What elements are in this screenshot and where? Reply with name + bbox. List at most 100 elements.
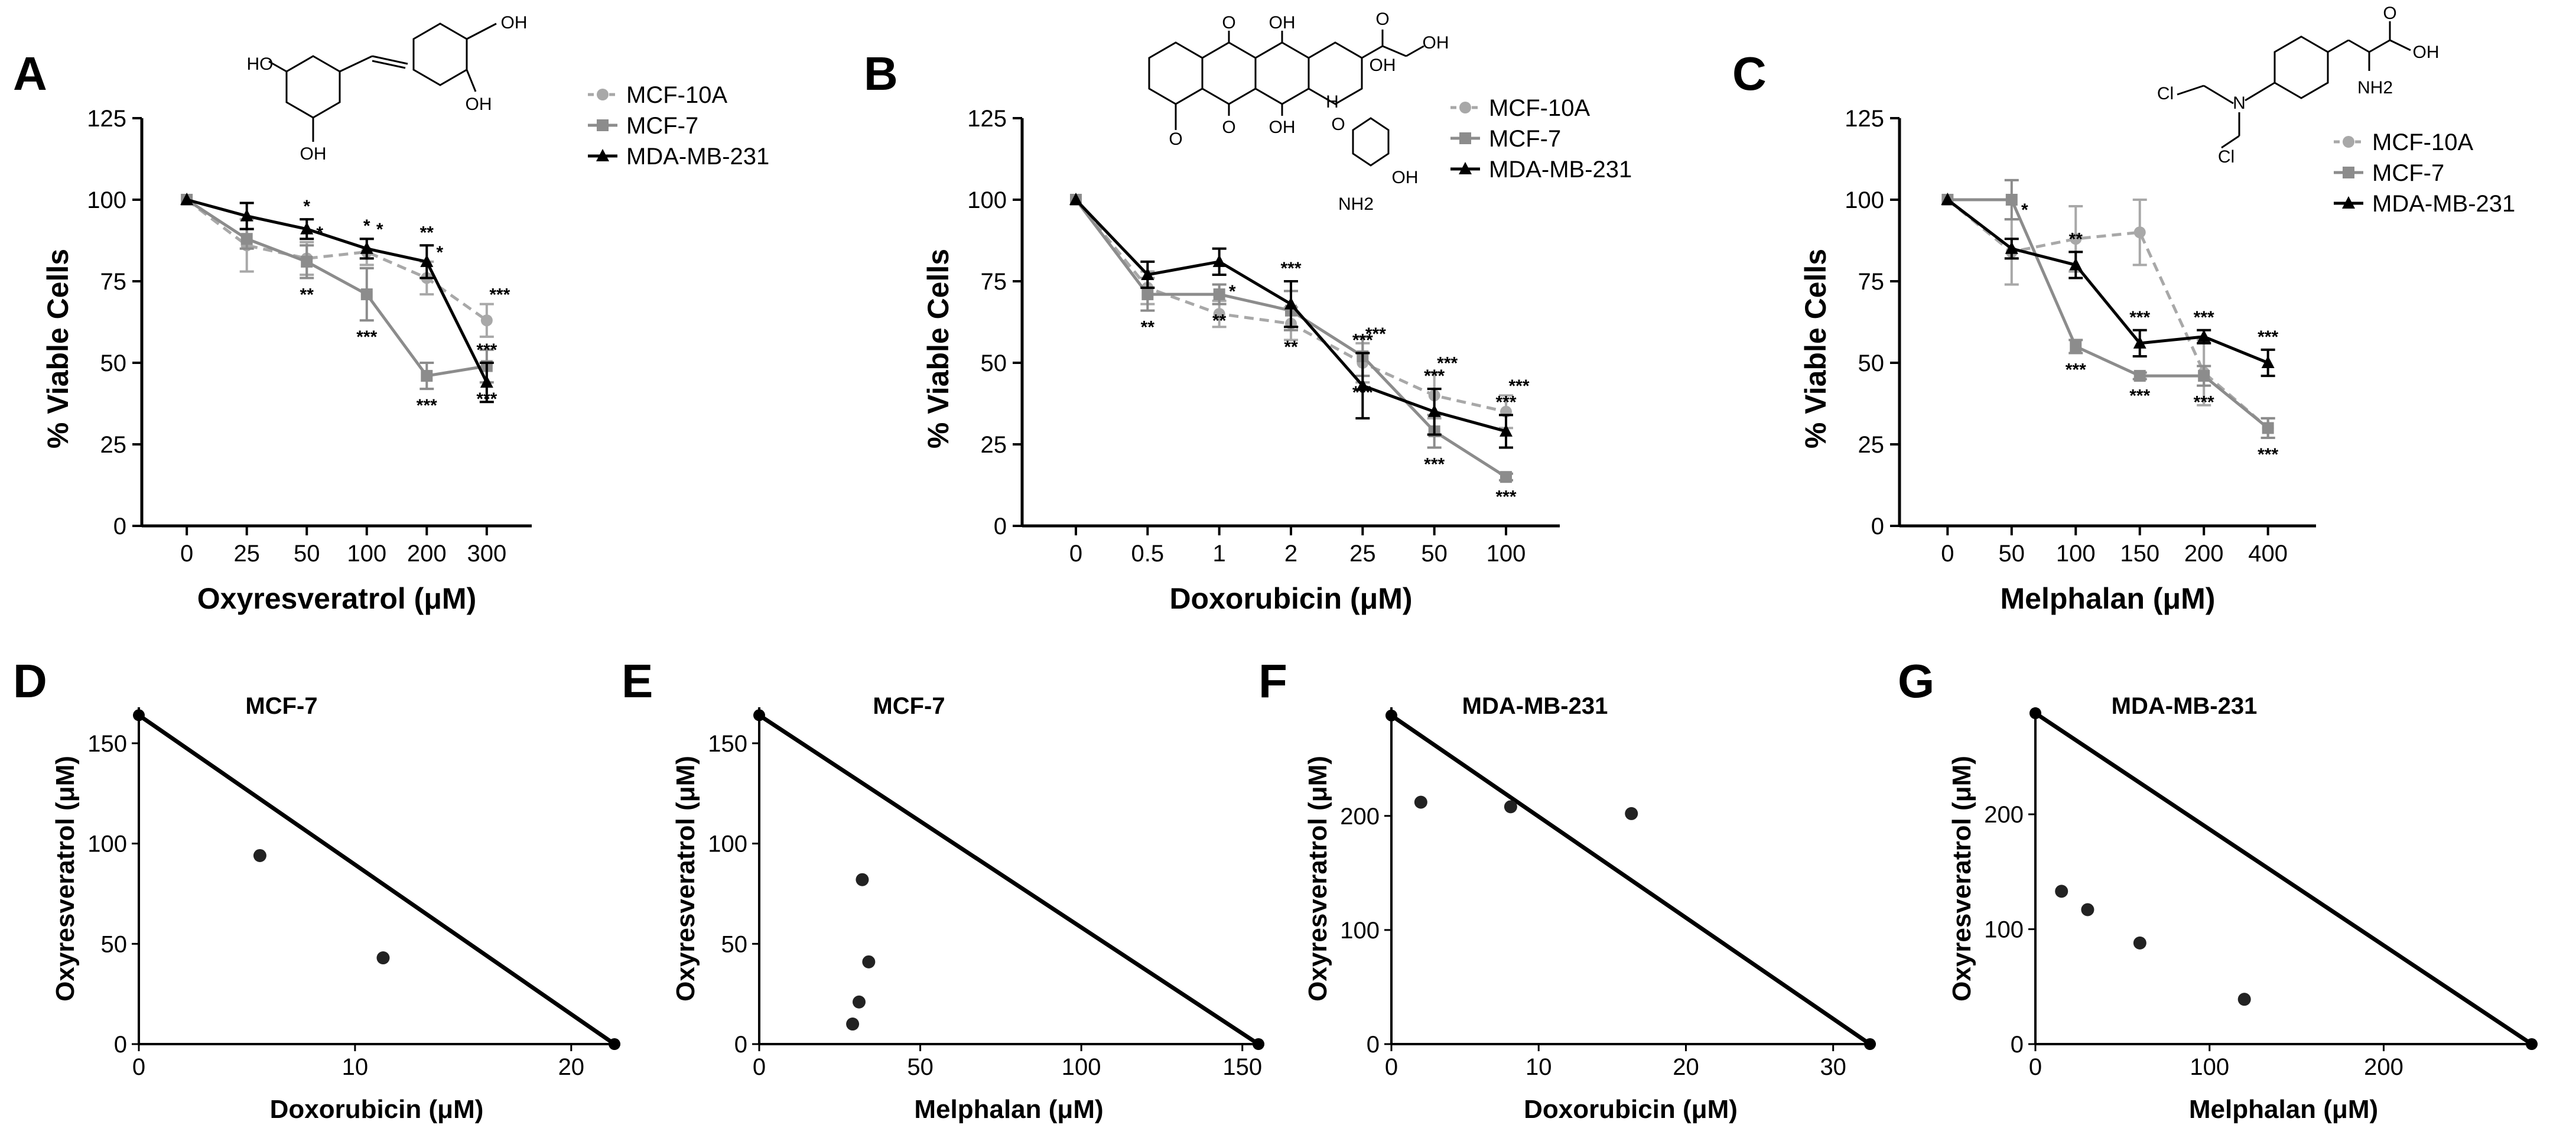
data-point [1356, 378, 1370, 391]
x-tick-label: 400 [2248, 541, 2288, 567]
y-tick-label: 50 [100, 350, 127, 376]
chem-label-c-2: OH [2413, 43, 2440, 62]
legend-marker [2343, 136, 2354, 148]
x-tick-label: 50 [907, 1054, 934, 1080]
y-tick-label: 0 [734, 1032, 747, 1058]
chart-c: 0 25 50 75 100 125 0 50 100 150 200 400 Melphalan (μ… [1799, 106, 2515, 615]
y-tick-label: 50 [1858, 350, 1885, 376]
x-tick-label: 0 [1941, 541, 1954, 567]
data-point [2261, 356, 2275, 368]
chem-label-a-4: OH [501, 13, 528, 32]
isobole-endpoint [753, 709, 765, 721]
x-tick-label: 0.5 [1131, 541, 1165, 567]
data-point [1284, 297, 1297, 310]
significance-label: ** [300, 285, 314, 304]
x-axis-title: Melphalan (μM) [2189, 1095, 2378, 1124]
x-tick-label: 50 [1999, 541, 2025, 567]
isobole-line [758, 713, 1260, 1046]
x-tick-label: 0 [1069, 541, 1082, 567]
significance-label: *** [1508, 376, 1529, 396]
panel-letter-g: G [1898, 655, 1934, 707]
significance-label: ** [1284, 337, 1298, 357]
y-tick-label: 100 [1340, 918, 1380, 944]
x-tick-label: 100 [1062, 1054, 1101, 1080]
y-tick-label: 150 [87, 731, 127, 757]
data-point [301, 255, 313, 268]
plot-title: MDA-MB-231 [1462, 693, 1608, 719]
x-tick-label: 2 [1284, 541, 1297, 567]
y-tick-label: 25 [981, 432, 1007, 458]
chem-label-c-3: Cl [2157, 84, 2174, 103]
series-mcf-7: ******** ***MCF-7 [181, 113, 698, 415]
legend-marker [597, 89, 609, 100]
x-tick-label: 200 [2364, 1054, 2403, 1080]
significance-label: *** [2194, 308, 2214, 327]
data-point [2133, 370, 2146, 382]
y-tick-label: 75 [981, 269, 1007, 295]
significance-label: * [363, 216, 370, 236]
plot-title: MCF-7 [245, 693, 317, 719]
chart-a: 0 25 50 75 100 125 0 25 50 100 200 300 Oxyresveratro… [41, 82, 769, 615]
x-tick-label: 20 [558, 1054, 585, 1080]
legend-label: MCF-7 [626, 113, 698, 139]
significance-label: *** [2194, 393, 2214, 412]
significance-label: *** [2258, 327, 2278, 347]
x-axis-title: Oxyresveratrol (μM) [197, 582, 476, 615]
isobole-endpoint [609, 1038, 620, 1050]
data-point [1500, 471, 1512, 483]
x-tick-label: 100 [347, 541, 386, 567]
significance-label: * [376, 220, 383, 239]
significance-label: * [2021, 200, 2028, 220]
panel-letter-d: D [13, 655, 47, 707]
x-tick-label: 50 [1421, 541, 1448, 567]
significance-label: *** [1365, 324, 1386, 344]
panel-letter-b: B [864, 47, 898, 100]
x-tick-label: 0 [753, 1054, 766, 1080]
legend-marker [597, 119, 609, 131]
y-tick-label: 75 [100, 269, 127, 295]
x-tick-label: 300 [467, 541, 506, 567]
significance-label: *** [476, 340, 497, 360]
combination-point [856, 873, 869, 886]
significance-label: ** [420, 223, 434, 242]
x-tick-label: 200 [2184, 541, 2224, 567]
significance-label: *** [489, 285, 510, 305]
legend-label: MDA-MB-231 [2372, 191, 2515, 217]
x-axis-title: Doxorubicin (μM) [1169, 582, 1412, 615]
data-point [480, 314, 493, 327]
series-line [1946, 199, 2269, 430]
chem-label-b-10: O [1331, 115, 1345, 134]
x-tick-label: 50 [294, 541, 320, 567]
data-point [360, 241, 373, 254]
data-point [240, 209, 253, 222]
significance-label: *** [1495, 392, 1516, 412]
panel-letter-a: A [13, 47, 47, 100]
significance-label: *** [1424, 366, 1445, 386]
chem-label-b-7: OH [1269, 118, 1296, 137]
y-tick-label: 100 [87, 187, 126, 213]
series-line [186, 198, 489, 383]
data-point [1069, 193, 1082, 205]
legend-label: MCF-7 [1489, 126, 1561, 152]
data-point [2005, 194, 2018, 206]
chart-b: 0 25 50 75 100 125 0 0.5 1 2 25 50 100 Doxorubicin (μ… [922, 95, 1632, 615]
chem-label-c-5: Cl [2218, 147, 2235, 167]
chem-label-b-5: OH [1370, 56, 1396, 75]
y-tick-label: 0 [1871, 513, 1884, 539]
x-tick-label: 20 [1673, 1054, 1699, 1080]
y-tick-label: 50 [721, 931, 748, 957]
data-point [2133, 226, 2146, 239]
y-tick-label: 100 [967, 187, 1007, 213]
legend-label: MDA-MB-231 [626, 144, 769, 170]
data-point [360, 288, 373, 301]
isobole-endpoint [2526, 1038, 2538, 1050]
chart-d: 0 50 100 150 0 10 20 Doxorubicin (μM) Oxyresvera… [51, 693, 620, 1124]
y-axis-title: Oxyresveratrol (μM) [1303, 756, 1332, 1002]
data-point [2133, 336, 2146, 349]
x-tick-label: 0 [180, 541, 193, 567]
chem-label-c-6: NH2 [2357, 78, 2393, 97]
data-point [1212, 254, 1226, 267]
plot-title: MCF-7 [873, 693, 945, 719]
data-point [480, 375, 493, 388]
